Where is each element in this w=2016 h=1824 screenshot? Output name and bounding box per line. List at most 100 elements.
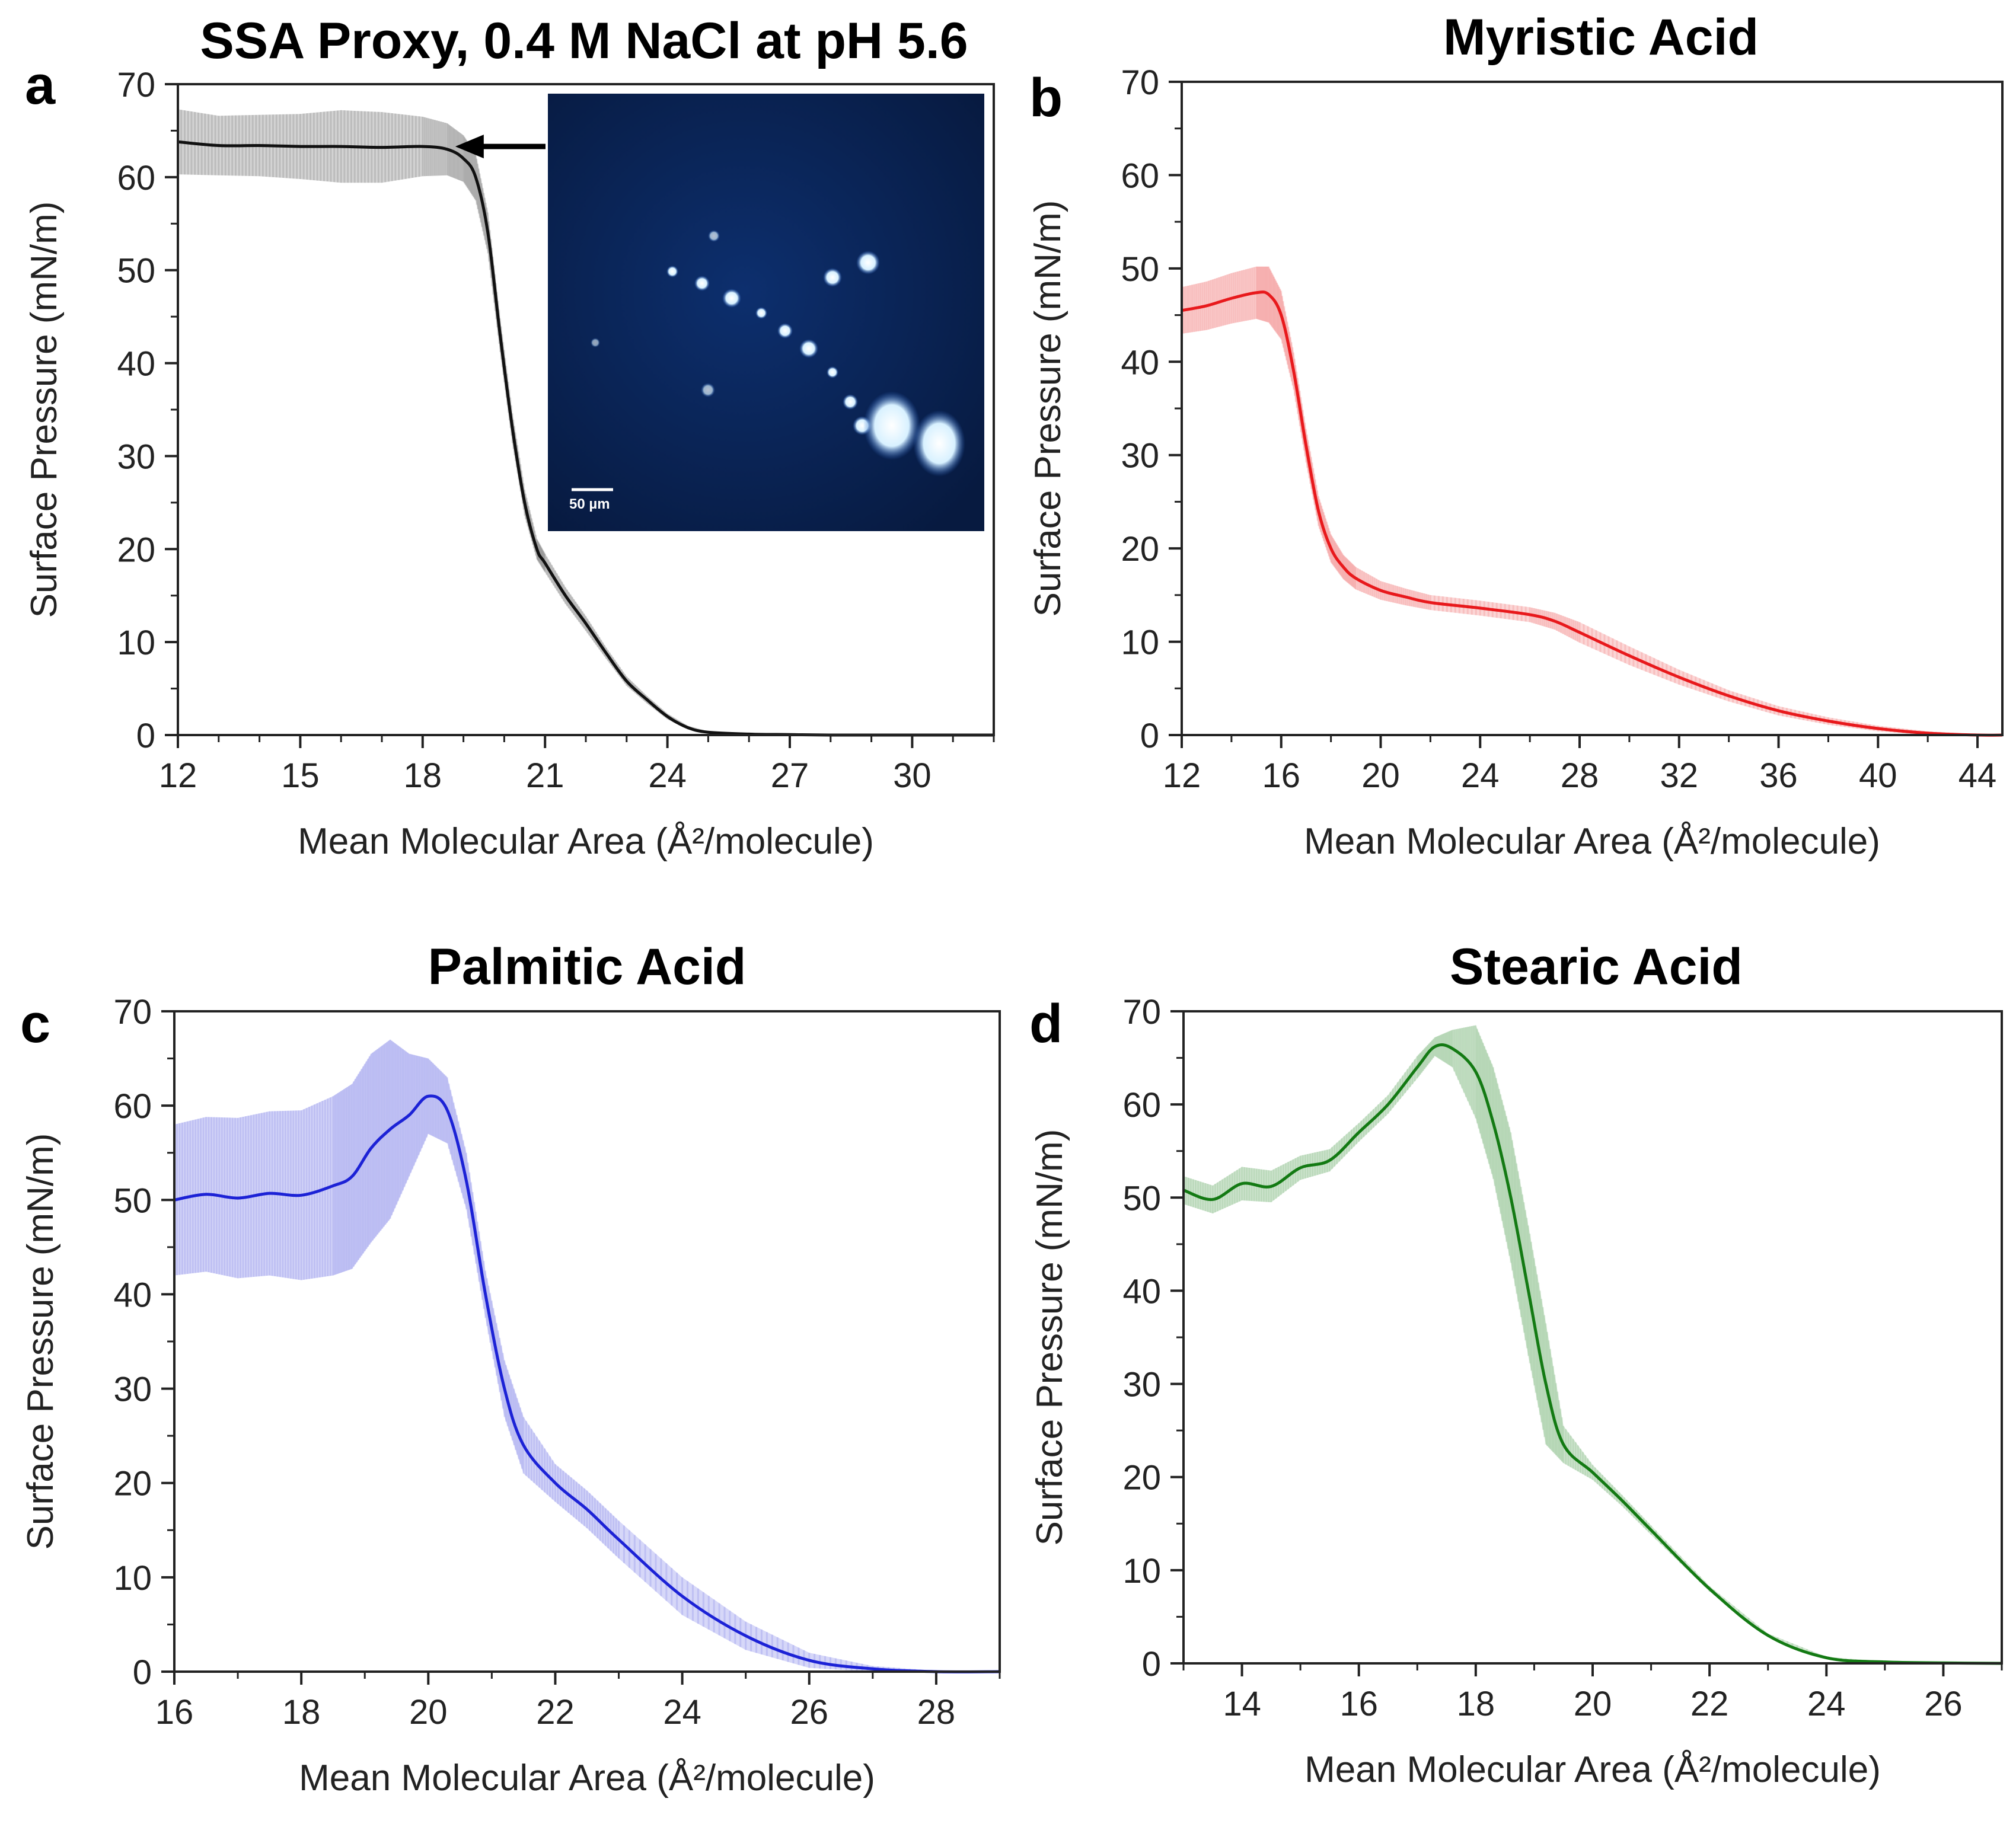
x-tick-label: 22 — [536, 1693, 575, 1732]
inset-particle — [827, 366, 838, 378]
inset-particle — [722, 289, 741, 308]
chart-d: Stearic Acid d 0 10 20 30 40 50 60 70 14 16 18 20 22 24… — [1029, 938, 2003, 1790]
x-axis-label: Mean Molecular Area (Å²/molecule) — [299, 1758, 875, 1799]
y-tick-label: 20 — [1122, 1459, 1161, 1497]
plot-frame — [173, 1010, 1001, 1673]
inset-particle — [799, 339, 818, 358]
panel-b: Myristic Acid b 0 10 20 30 40 50 60 70 12 16 20 24 28 3… — [1008, 0, 2016, 913]
y-tick-label: 30 — [113, 1371, 152, 1409]
y-tick-label: 70 — [1122, 993, 1161, 1031]
x-tick-label: 20 — [409, 1693, 448, 1732]
y-tick-label: 10 — [1122, 1552, 1161, 1590]
chart-title: Myristic Acid — [1443, 9, 1759, 66]
y-tick-label: 20 — [113, 1465, 152, 1503]
inset-particle — [694, 276, 710, 291]
x-tick-label: 44 — [1958, 756, 1997, 795]
x-tick-label: 16 — [1262, 756, 1300, 795]
x-tick-label: 26 — [790, 1693, 829, 1732]
error-band-hatch — [1182, 1025, 1940, 1663]
series-line — [1181, 290, 2003, 737]
y-axis-label: Surface Pressure (mN/m) — [24, 202, 65, 618]
y-tick-label: 10 — [1121, 624, 1159, 662]
y-axis-label: Surface Pressure (mN/m) — [20, 1133, 61, 1550]
x-tick-label: 24 — [648, 756, 687, 795]
x-tick-label: 24 — [1807, 1685, 1846, 1723]
inset-particle — [823, 268, 842, 287]
x-tick-label: 27 — [771, 756, 809, 795]
x-tick-label: 24 — [1461, 756, 1500, 795]
series-line — [174, 1094, 1000, 1673]
y-tick-label: 20 — [1121, 530, 1159, 568]
x-tick-label: 32 — [1660, 756, 1699, 795]
inset-arrow-head — [455, 135, 484, 159]
y-axis-label: Surface Pressure (mN/m) — [1029, 1129, 1070, 1546]
y-tick-label: 60 — [1121, 156, 1159, 195]
inset-domain — [863, 391, 920, 460]
chart-title: SSA Proxy, 0.4 M NaCl at pH 5.6 — [200, 12, 968, 69]
panel-letter: a — [25, 55, 56, 116]
error-band — [1184, 1025, 2002, 1663]
inset-particle — [843, 394, 858, 410]
y-tick-label: 0 — [133, 1653, 152, 1692]
y-tick-label: 0 — [1142, 1645, 1161, 1684]
y-tick-label: 70 — [113, 993, 152, 1031]
inset-particle — [856, 251, 880, 274]
inset-particle — [708, 230, 720, 242]
y-tick-label: 10 — [117, 624, 155, 662]
y-tick-label: 10 — [113, 1559, 152, 1598]
panel-a: SSA Proxy, 0.4 M NaCl at pH 5.6 a 0 10 20 30 4… — [0, 0, 1008, 913]
series-line — [1183, 1043, 2002, 1665]
x-tick-label: 40 — [1859, 756, 1897, 795]
y-tick-label: 60 — [117, 159, 155, 197]
y-tick-label: 50 — [117, 252, 155, 290]
x-tick-label: 20 — [1574, 1685, 1612, 1723]
x-axis-label: Mean Molecular Area (Å²/molecule) — [1304, 821, 1880, 862]
x-tick-label: 18 — [282, 1693, 321, 1732]
panel-d: Stearic Acid d 0 10 20 30 40 50 60 70 14 16 18 20 22 24… — [1008, 913, 2016, 1824]
x-tick-label: 30 — [893, 756, 932, 795]
x-tick-label: 12 — [1163, 756, 1201, 795]
x-tick-label: 28 — [1561, 756, 1599, 795]
y-tick-label: 60 — [113, 1087, 152, 1126]
inset-particle — [701, 383, 715, 397]
y-tick-label: 70 — [1121, 63, 1159, 102]
x-tick-label: 16 — [1339, 1685, 1378, 1723]
plot-frame — [1182, 1010, 2003, 1665]
x-tick-label: 18 — [404, 756, 442, 795]
error-band — [1182, 266, 2002, 735]
x-tick-label: 14 — [1223, 1685, 1261, 1723]
inset-particle — [591, 338, 600, 347]
panel-letter: c — [20, 994, 50, 1054]
panel-c: Palmitic Acid c 0 10 20 30 40 50 60 70 16 18 20 22 24 2… — [0, 913, 1008, 1824]
chart-title: Palmitic Acid — [428, 938, 747, 995]
y-tick-label: 30 — [1122, 1366, 1161, 1404]
y-tick-label: 70 — [117, 66, 155, 104]
x-axis-label: Mean Molecular Area (Å²/molecule) — [298, 821, 874, 862]
chart-title: Stearic Acid — [1450, 938, 1743, 995]
y-tick-label: 40 — [1121, 343, 1159, 382]
y-axis-label: Surface Pressure (mN/m) — [1028, 200, 1068, 617]
x-axis-label: Mean Molecular Area (Å²/molecule) — [1304, 1749, 1881, 1790]
chart-b: Myristic Acid b 0 10 20 30 40 50 60 70 12 16 20 24 28 3… — [1028, 9, 2004, 862]
error-band-hatch — [1181, 266, 2002, 735]
inset-micrograph: 50 µm — [548, 94, 984, 531]
panel-letter: d — [1029, 994, 1063, 1054]
x-tick-label: 24 — [663, 1693, 701, 1732]
y-tick-label: 50 — [1121, 250, 1159, 289]
x-tick-label: 18 — [1457, 1685, 1495, 1723]
inset-domain — [913, 410, 965, 477]
y-tick-label: 60 — [1122, 1086, 1161, 1125]
x-tick-label: 26 — [1924, 1685, 1963, 1723]
x-tick-label: 20 — [1361, 756, 1400, 795]
x-tick-label: 21 — [526, 756, 564, 795]
inset-scale-label: 50 µm — [569, 496, 610, 512]
y-tick-label: 30 — [117, 437, 155, 476]
y-tick-label: 50 — [1122, 1179, 1161, 1218]
y-tick-label: 0 — [1140, 717, 1159, 755]
inset-particle — [666, 266, 678, 277]
y-tick-label: 20 — [117, 531, 155, 569]
inset-particle — [777, 323, 793, 338]
error-band — [174, 1039, 1000, 1672]
x-tick-label: 36 — [1759, 756, 1798, 795]
